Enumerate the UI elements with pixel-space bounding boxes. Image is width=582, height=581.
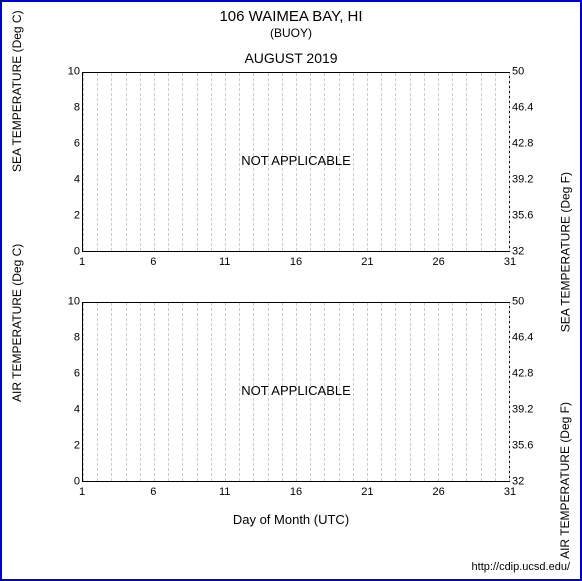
y-tick: 42.8 (512, 139, 552, 150)
y-ticks-right: 3235.639.242.846.450 (512, 302, 552, 482)
y-label-right: AIR TEMPERATURE (Deg F) (558, 402, 572, 559)
chart-frame: 106 WAIMEA BAY, HI (BUOY) AUGUST 2019 NO… (0, 0, 582, 581)
x-tick: 31 (504, 256, 516, 268)
overlay-text: NOT APPLICABLE (83, 153, 509, 168)
chart-sea-temp: NOT APPLICABLE02468103235.639.242.846.45… (2, 72, 580, 272)
y-tick: 50 (512, 297, 552, 308)
y-tick: 2 (40, 441, 80, 452)
y-label-left: SEA TEMPERATURE (Deg C) (10, 10, 24, 172)
y-tick: 10 (40, 297, 80, 308)
y-tick: 32 (512, 477, 552, 488)
y-tick: 46.4 (512, 103, 552, 114)
x-tick: 21 (361, 486, 373, 498)
title-block: 106 WAIMEA BAY, HI (BUOY) AUGUST 2019 (2, 2, 580, 67)
y-tick: 35.6 (512, 441, 552, 452)
x-tick: 6 (150, 486, 156, 498)
x-tick: 31 (504, 486, 516, 498)
y-label-left: AIR TEMPERATURE (Deg C) (10, 244, 24, 402)
title-period: AUGUST 2019 (2, 50, 580, 67)
y-tick: 0 (40, 477, 80, 488)
chart-air-temp: NOT APPLICABLE02468103235.639.242.846.45… (2, 302, 580, 502)
x-tick: 1 (79, 256, 85, 268)
x-tick: 11 (219, 256, 230, 268)
credit-text: http://cdip.ucsd.edu/ (472, 561, 570, 573)
y-tick: 39.2 (512, 405, 552, 416)
y-tick: 6 (40, 139, 80, 150)
plot-area: NOT APPLICABLE (82, 72, 510, 252)
x-tick: 16 (290, 486, 302, 498)
gridline (509, 73, 510, 251)
title-main: 106 WAIMEA BAY, HI (2, 8, 580, 26)
y-tick: 42.8 (512, 369, 552, 380)
x-tick: 26 (433, 486, 445, 498)
gridline (509, 303, 510, 481)
y-tick: 8 (40, 103, 80, 114)
y-tick: 0 (40, 247, 80, 258)
title-subtitle: (BUOY) (2, 26, 580, 40)
y-tick: 4 (40, 175, 80, 186)
x-tick: 21 (361, 256, 373, 268)
y-tick: 8 (40, 333, 80, 344)
y-tick: 32 (512, 247, 552, 258)
x-tick: 26 (433, 256, 445, 268)
y-tick: 46.4 (512, 333, 552, 344)
y-tick: 10 (40, 67, 80, 78)
plot-area: NOT APPLICABLE (82, 302, 510, 482)
y-ticks-left: 0246810 (40, 302, 80, 482)
charts-container: NOT APPLICABLE02468103235.639.242.846.45… (2, 72, 580, 532)
y-tick: 35.6 (512, 211, 552, 222)
x-tick: 6 (150, 256, 156, 268)
y-tick: 2 (40, 211, 80, 222)
y-tick: 39.2 (512, 175, 552, 186)
y-tick: 6 (40, 369, 80, 380)
y-tick: 4 (40, 405, 80, 416)
y-ticks-left: 0246810 (40, 72, 80, 252)
x-ticks: 161116212631 (82, 254, 510, 272)
overlay-text: NOT APPLICABLE (83, 383, 509, 398)
y-tick: 50 (512, 67, 552, 78)
x-tick: 11 (219, 486, 230, 498)
y-ticks-right: 3235.639.242.846.450 (512, 72, 552, 252)
x-tick: 16 (290, 256, 302, 268)
x-axis-label: Day of Month (UTC) (2, 512, 580, 527)
x-ticks: 161116212631 (82, 484, 510, 502)
x-tick: 1 (79, 486, 85, 498)
